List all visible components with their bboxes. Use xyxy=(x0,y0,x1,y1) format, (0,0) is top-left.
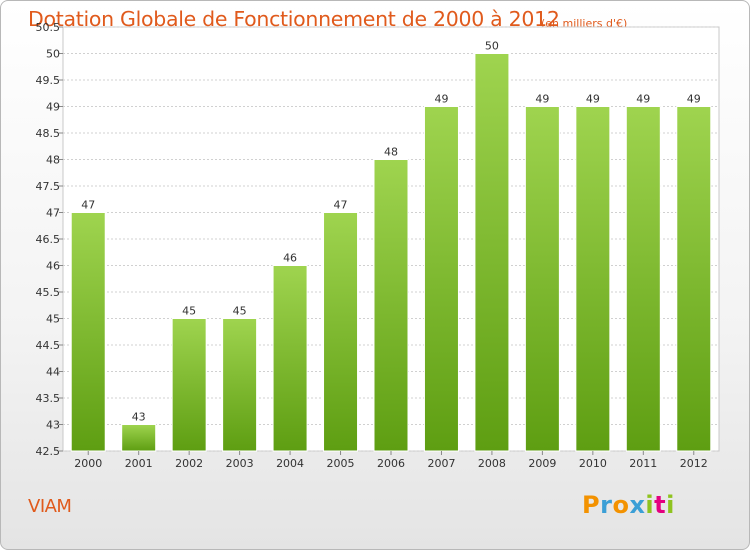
x-tick-label: 2005 xyxy=(327,457,355,470)
bar-value-label: 50 xyxy=(485,40,499,53)
x-tick-label: 2009 xyxy=(528,457,556,470)
x-tick-label: 2012 xyxy=(680,457,708,470)
bar xyxy=(373,159,409,452)
y-tick-label: 48 xyxy=(46,154,60,167)
bar-value-label: 49 xyxy=(535,93,549,106)
bar xyxy=(70,212,106,452)
x-tick-label: 2010 xyxy=(579,457,607,470)
x-tick-label: 2006 xyxy=(377,457,405,470)
bar-value-label: 47 xyxy=(334,199,348,212)
proxiti-logo: Proxiti xyxy=(582,491,675,519)
x-tick-label: 2001 xyxy=(125,457,153,470)
logo-letter: P xyxy=(582,491,601,519)
x-tick-label: 2002 xyxy=(175,457,203,470)
bar xyxy=(625,106,661,452)
bar xyxy=(272,265,308,452)
x-tick-label: 2007 xyxy=(427,457,455,470)
bar-value-label: 49 xyxy=(434,93,448,106)
y-tick-label: 50.5 xyxy=(36,21,61,34)
commune-name: VIAM xyxy=(28,496,72,517)
logo-letter: o xyxy=(612,491,630,519)
bar-value-label: 49 xyxy=(687,93,701,106)
y-tick-label: 43 xyxy=(46,419,60,432)
x-tick-label: 2004 xyxy=(276,457,304,470)
y-tick-label: 47 xyxy=(46,207,60,220)
logo-letter: t xyxy=(654,491,667,519)
logo-letter: r xyxy=(600,491,613,519)
bar-value-label: 45 xyxy=(233,305,247,318)
bar xyxy=(121,424,157,452)
bar-value-label: 49 xyxy=(636,93,650,106)
x-tick-label: 2008 xyxy=(478,457,506,470)
x-tick-label: 2003 xyxy=(226,457,254,470)
logo-letter: i xyxy=(666,491,675,519)
bar xyxy=(171,318,207,452)
logo-letter: x xyxy=(629,491,646,519)
y-tick-label: 47.5 xyxy=(36,180,61,193)
x-tick-label: 2011 xyxy=(629,457,657,470)
bar-value-label: 47 xyxy=(81,199,95,212)
bar-value-label: 45 xyxy=(182,305,196,318)
y-tick-label: 43.5 xyxy=(36,392,61,405)
y-tick-label: 49.5 xyxy=(36,74,61,87)
bar xyxy=(474,53,510,452)
y-tick-label: 45 xyxy=(46,313,60,326)
y-tick-label: 42.5 xyxy=(36,445,61,458)
bar-value-label: 48 xyxy=(384,146,398,159)
y-tick-label: 49 xyxy=(46,101,60,114)
y-tick-label: 44.5 xyxy=(36,339,61,352)
x-tick-label: 2000 xyxy=(74,457,102,470)
bar-value-label: 43 xyxy=(132,411,146,424)
bar xyxy=(676,106,712,452)
y-tick-label: 48.5 xyxy=(36,127,61,140)
bar xyxy=(222,318,258,452)
y-tick-label: 45.5 xyxy=(36,286,61,299)
bar xyxy=(323,212,359,452)
y-tick-label: 46.5 xyxy=(36,233,61,246)
y-tick-label: 46 xyxy=(46,260,60,273)
bar-value-label: 46 xyxy=(283,252,297,265)
y-tick-label: 44 xyxy=(46,366,60,379)
bar-value-label: 49 xyxy=(586,93,600,106)
y-tick-label: 50 xyxy=(46,48,60,61)
bar xyxy=(423,106,459,452)
bar xyxy=(575,106,611,452)
bar xyxy=(524,106,560,452)
logo-letter: i xyxy=(645,491,655,519)
